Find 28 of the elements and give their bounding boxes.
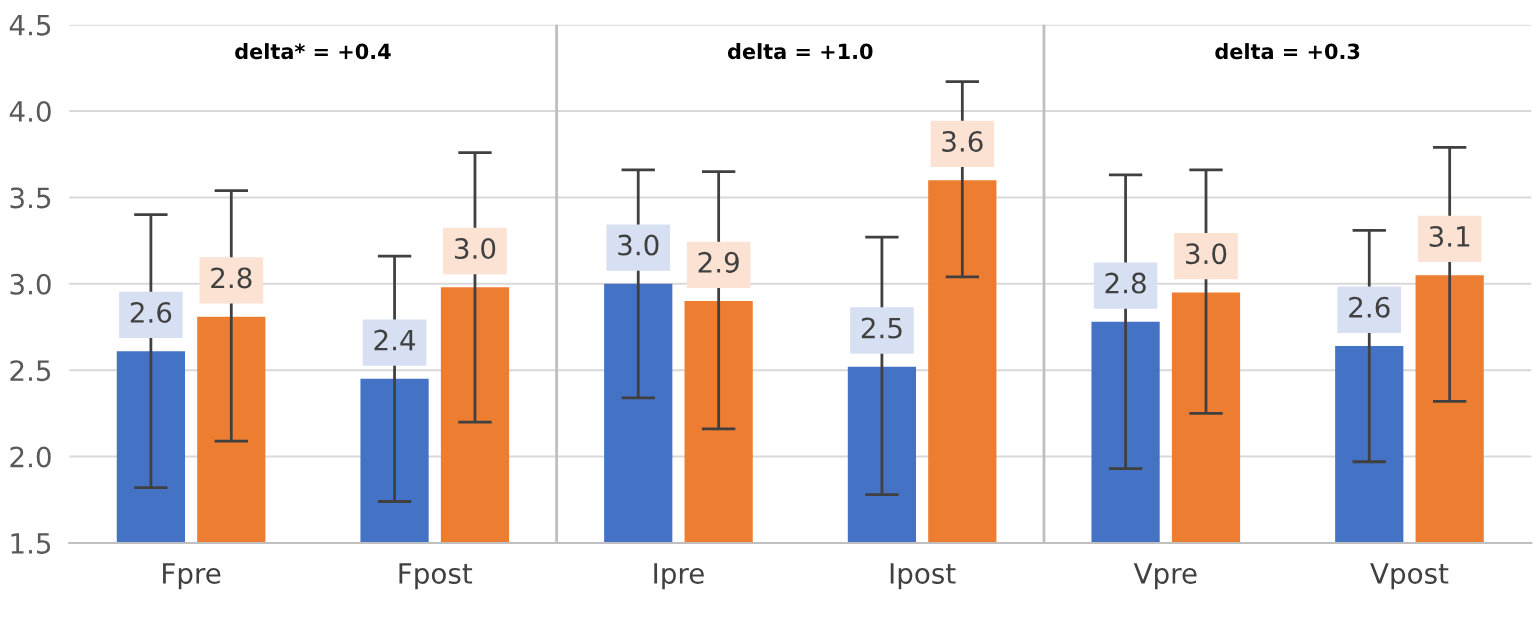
data-label: 2.4 [374, 329, 416, 351]
y-tick-label: 3.5 [10, 187, 51, 209]
x-tick-label: Fpre [163, 563, 221, 590]
data-label: 2.8 [1105, 272, 1146, 294]
x-tick-label: Vpost [1370, 563, 1449, 590]
y-tick-label: 4.0 [9, 101, 51, 123]
data-label: 3.0 [618, 234, 659, 256]
annotation: delta = +1.0 [727, 43, 873, 60]
data-label: 2.9 [698, 251, 739, 273]
x-tick-label: Ipost [890, 563, 956, 590]
data-label: 3.6 [942, 130, 983, 152]
annotation: delta* = +0.4 [235, 43, 391, 60]
data-label: 3.1 [1429, 225, 1470, 247]
data-label: 2.6 [1349, 296, 1390, 318]
y-tick-label: 1.5 [11, 533, 51, 554]
y-tick-label: 2.5 [10, 360, 51, 382]
data-label: 2.5 [861, 317, 902, 339]
data-label: 2.6 [130, 301, 172, 323]
x-tick-label: Fpost [399, 563, 473, 590]
y-tick-label: 2.0 [10, 446, 51, 468]
data-label: 3.0 [1186, 243, 1227, 265]
y-tick-label: 3.0 [10, 273, 51, 295]
x-tick-label: Vpre [1133, 563, 1197, 590]
y-tick-label: 4.5 [9, 14, 51, 36]
data-label: 2.8 [211, 267, 252, 289]
data-label: 3.0 [455, 238, 496, 260]
x-tick-label: Ipre [654, 563, 704, 590]
annotation: delta = +0.3 [1215, 43, 1360, 60]
